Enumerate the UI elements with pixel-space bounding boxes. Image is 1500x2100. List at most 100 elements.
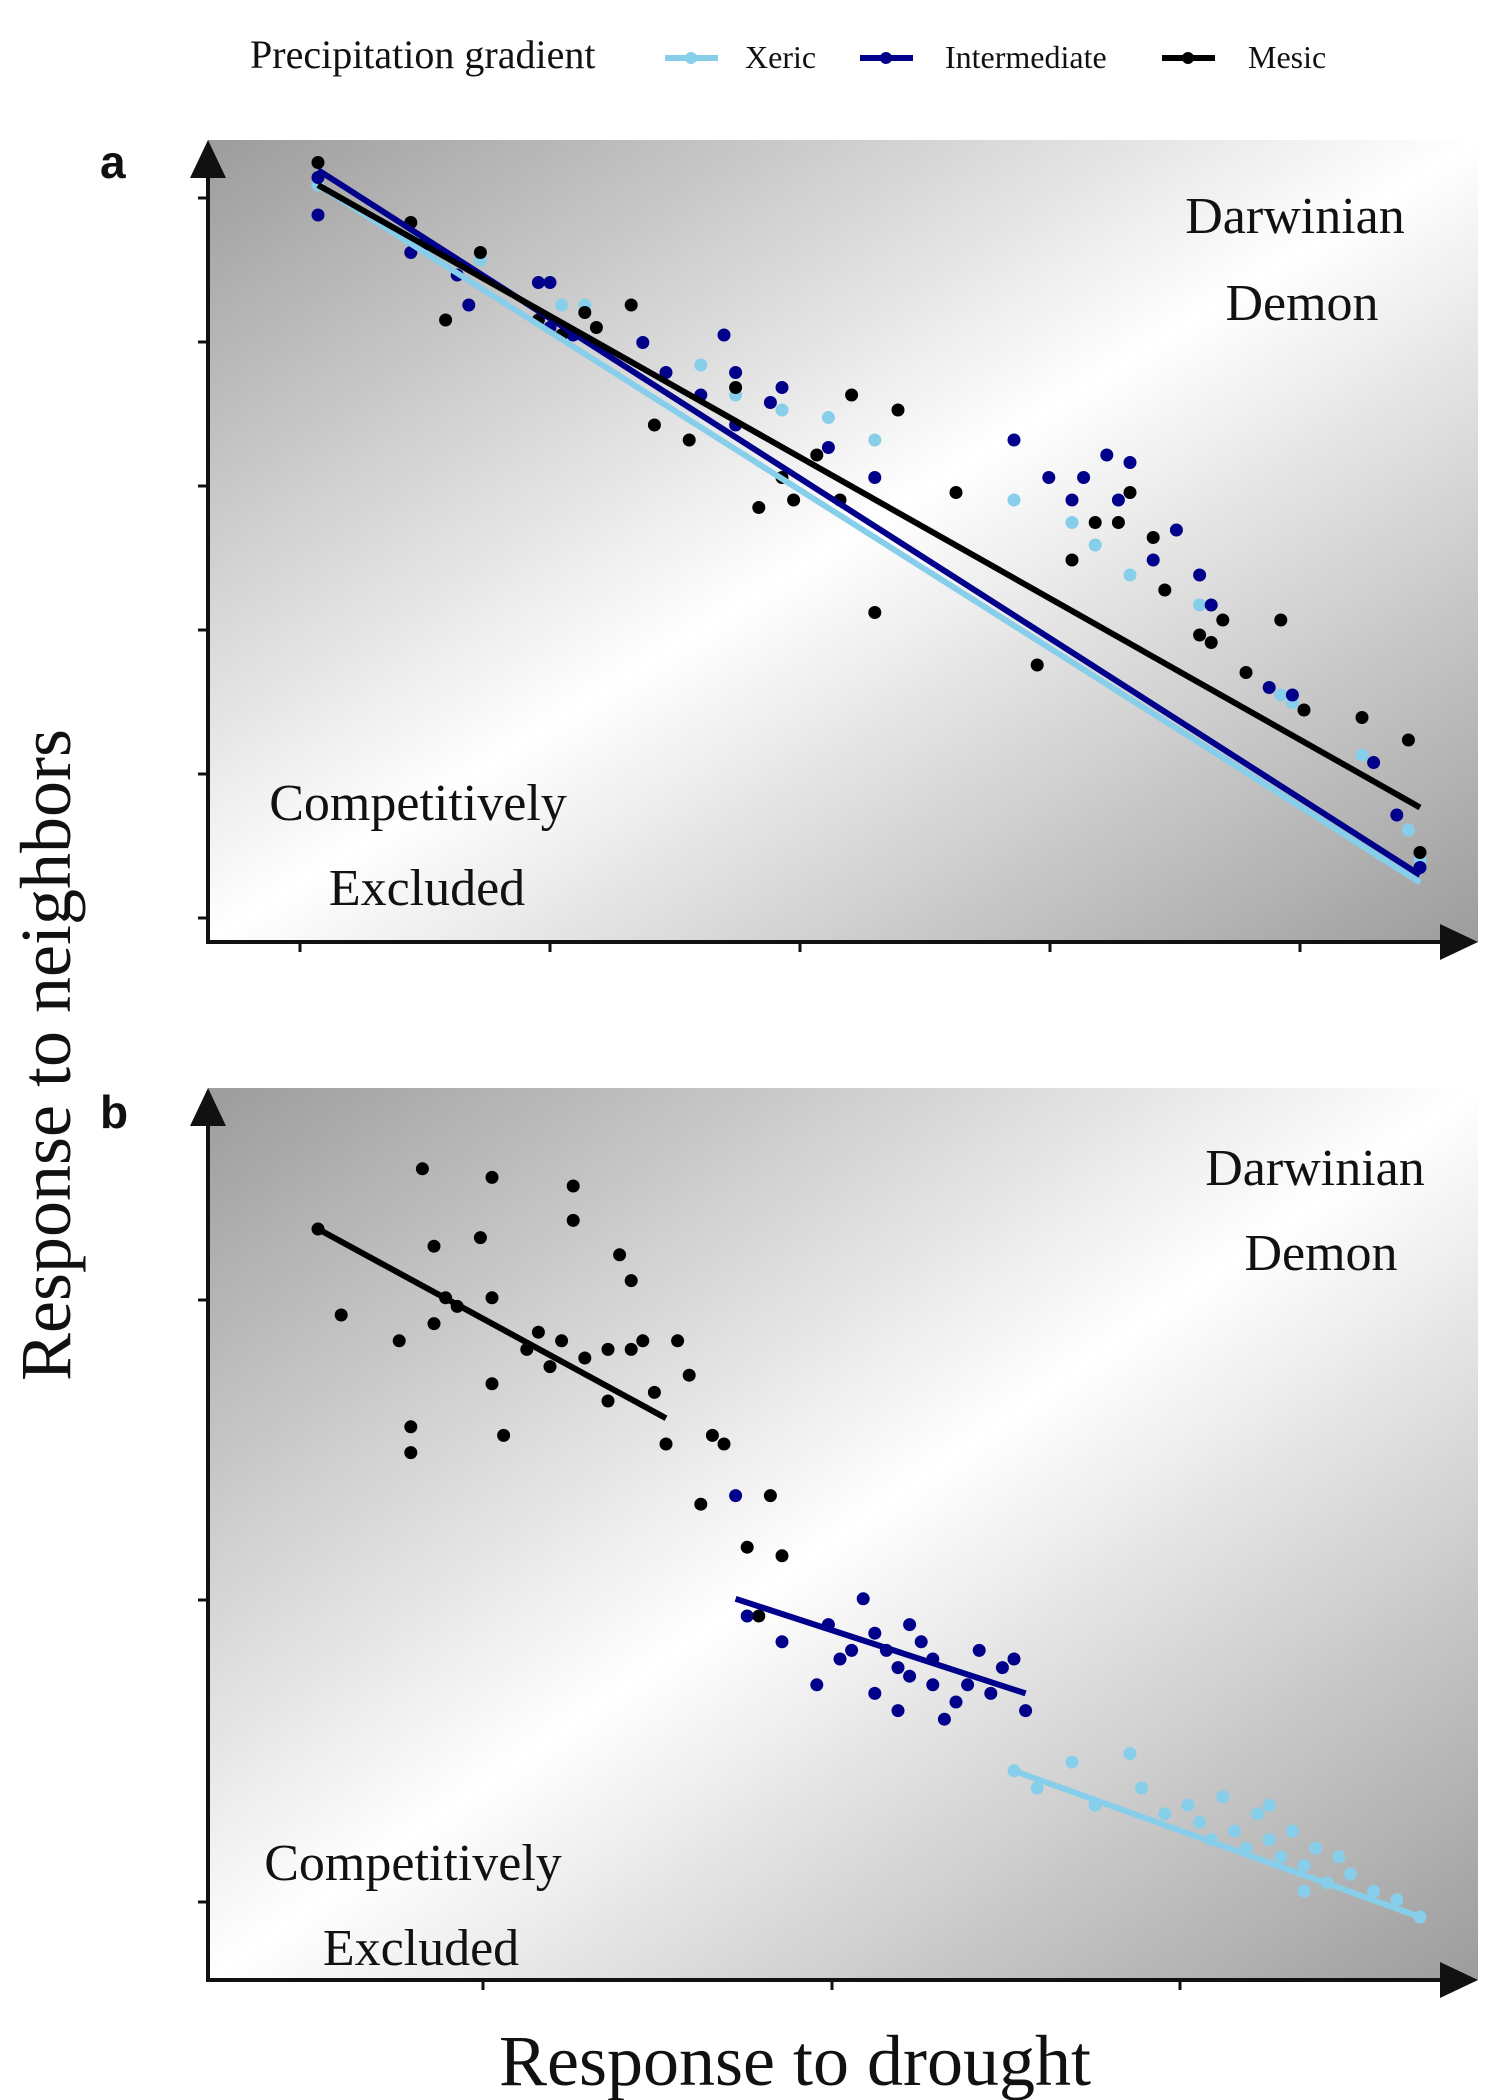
legend: Precipitation gradient Xeric Intermediat… [250,32,1326,77]
panel-b-point-intermediate-17 [961,1678,975,1692]
panel-b-y-arrow [190,1088,226,1126]
panel-a-point-mesic-22 [1065,553,1079,567]
panel-a-quadrant-top-right-line2: Demon [1225,275,1378,332]
panel-b-point-mesic-3 [404,1420,418,1434]
panel-a-point-intermediate-25 [1111,493,1125,507]
panel-b-point-mesic-29 [659,1437,673,1451]
panel-b-point-mesic-18 [555,1334,569,1348]
panel-a: a Darwinian Demon Competitively Excluded [100,136,1478,960]
panel-a-point-intermediate-27 [1146,553,1160,567]
panel-a-point-mesic-34 [1355,711,1369,724]
panel-b-point-xeric-1 [1030,1781,1044,1795]
panel-a-point-intermediate-26 [1123,456,1137,469]
panel-b-ticks [198,1298,1182,1990]
legend-label-xeric: Xeric [745,39,816,75]
panel-b-point-xeric-10 [1227,1824,1241,1838]
panel-b: b Darwinian Demon Competitively Excluded [100,1086,1478,1998]
panel-b-point-mesic-2 [392,1334,406,1348]
legend-dot-mesic [1182,52,1194,64]
panel-b-point-xeric-9 [1216,1790,1230,1804]
panel-a-point-mesic-26 [1146,531,1160,544]
legend-title: Precipitation gradient [250,32,595,77]
panel-a-point-mesic-14 [787,493,801,507]
legend-dot-xeric [685,52,697,64]
panel-a-point-intermediate-21 [1042,471,1056,484]
panel-b-point-intermediate-15 [937,1712,951,1726]
panel-b-point-mesic-30 [671,1334,685,1348]
panel-b-point-intermediate-24 [903,1618,917,1632]
legend-dot-intermediate [880,52,892,64]
panel-b-point-mesic-5 [415,1162,429,1176]
panel-b-point-xeric-2 [1065,1755,1079,1769]
panel-a-point-xeric-6 [694,358,708,372]
panel-a-fit-line-mesic [316,182,1422,811]
panel-b-point-mesic-7 [427,1317,441,1331]
panel-a-point-mesic-6 [578,306,592,319]
panel-b-point-intermediate-18 [972,1643,986,1657]
panel-a-point-xeric-19 [1401,823,1415,837]
panel-a-point-intermediate-28 [1169,523,1183,537]
panel-a-point-mesic-24 [1111,516,1125,529]
panel-b-point-intermediate-19 [984,1686,998,1700]
panel-b-point-intermediate-23 [833,1652,847,1666]
panel-b-point-intermediate-16 [949,1695,963,1709]
panel-b-point-intermediate-12 [903,1669,917,1683]
panel-a-point-intermediate-22 [1065,493,1079,507]
panel-a-point-intermediate-31 [1262,681,1276,694]
panel-a-point-mesic-27 [1158,583,1172,597]
panel-b-point-mesic-16 [531,1325,545,1339]
panel-b-point-mesic-27 [636,1334,650,1348]
panel-a-point-mesic-19 [891,403,905,417]
panel-b-fit-line-mesic [316,1226,668,1421]
panel-a-point-mesic-28 [1193,628,1207,642]
panel-b-point-intermediate-2 [775,1635,789,1649]
panel-b-point-intermediate-20 [995,1661,1009,1675]
panel-b-point-mesic-32 [694,1497,708,1511]
panel-b-point-xeric-8 [1193,1815,1207,1829]
panel-a-point-mesic-35 [1401,733,1415,747]
panel-b-quadrant-top-right-line2: Demon [1244,1225,1397,1282]
panel-a-point-mesic-7 [589,321,603,334]
panel-b-point-xeric-17 [1309,1841,1323,1855]
legend-item-mesic: Mesic [1162,39,1326,75]
panel-a-point-xeric-15 [1193,598,1207,612]
panel-b-point-mesic-34 [717,1437,731,1451]
panel-a-point-mesic-15 [810,448,824,462]
panel-b-point-intermediate-10 [891,1704,905,1718]
panel-a-point-mesic-30 [1216,613,1230,627]
panel-a-point-mesic-3 [473,246,487,259]
panel-a-point-intermediate-30 [1204,598,1218,612]
panel-b-point-intermediate-0 [729,1489,743,1503]
panel-a-point-mesic-17 [845,388,859,402]
panel-b-point-intermediate-8 [868,1686,882,1700]
panel-a-point-xeric-4 [555,298,569,312]
panel-b-point-xeric-20 [1367,1884,1381,1898]
panel-a-point-xeric-9 [821,411,835,424]
panel-b-point-mesic-35 [740,1540,754,1554]
panel-a-point-intermediate-5 [462,298,476,312]
panel-a-point-intermediate-18 [821,441,835,454]
panel-b-point-xeric-4 [1123,1747,1137,1761]
panel-b-point-mesic-33 [705,1428,719,1442]
panel-a-point-mesic-33 [1297,703,1311,717]
panel-b-point-intermediate-7 [868,1626,882,1640]
panel-b-point-mesic-1 [334,1308,348,1322]
panel-a-point-mesic-12 [752,501,766,514]
panel-a-fit-line-xeric [316,182,1422,886]
panel-a-point-intermediate-11 [659,366,673,379]
panel-a-point-xeric-16 [1274,688,1288,702]
panel-a-point-intermediate-24 [1100,448,1114,462]
panel-b-point-xeric-13 [1262,1833,1276,1847]
panel-a-point-intermediate-0 [311,208,325,222]
panel-a-point-xeric-14 [1123,568,1137,582]
panel-a-point-intermediate-16 [763,396,777,409]
panel-a-point-mesic-10 [682,433,696,447]
panel-b-point-mesic-21 [578,1351,592,1365]
panel-b-point-mesic-6 [427,1239,441,1253]
panel-a-point-mesic-23 [1088,516,1102,529]
panel-a-point-xeric-11 [1007,493,1021,507]
panel-a-point-mesic-36 [1413,846,1427,859]
panel-a-point-intermediate-20 [1007,433,1021,447]
panel-b-point-intermediate-21 [1007,1652,1021,1666]
panel-a-point-intermediate-29 [1193,568,1207,582]
